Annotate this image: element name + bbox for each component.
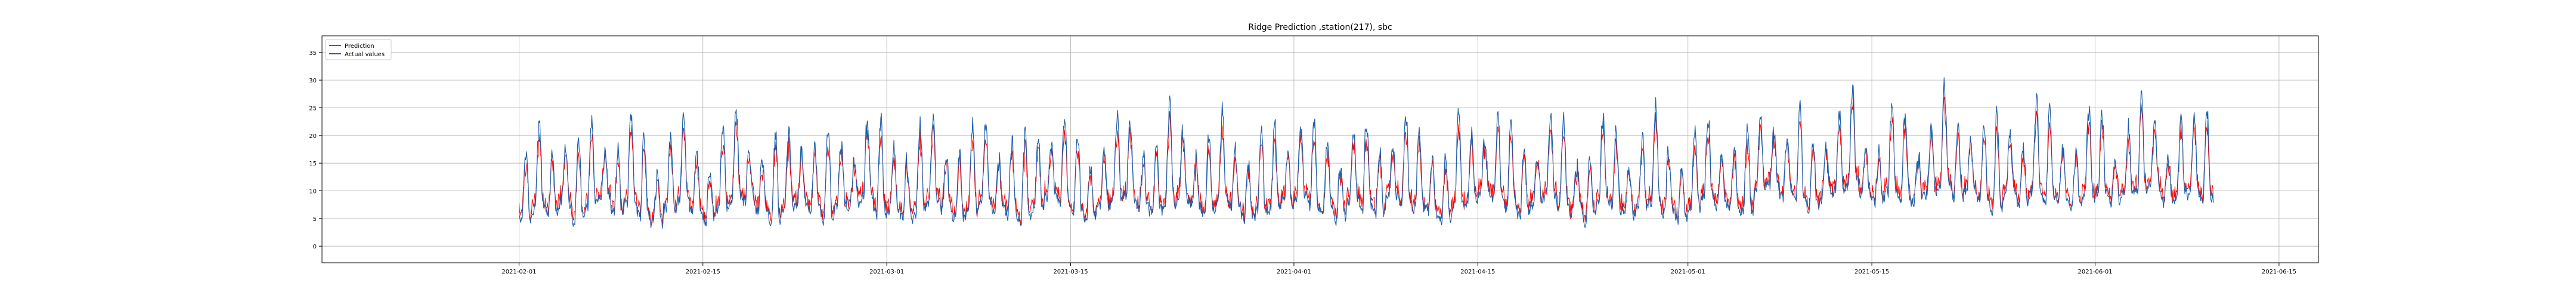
x-tick-label: 2021-05-15 [1854, 269, 1889, 275]
y-tick-label: 15 [309, 161, 317, 167]
legend-label-actual: Actual values [345, 51, 385, 58]
y-tick-label: 30 [309, 78, 317, 84]
y-tick-label: 20 [309, 133, 317, 140]
series-layer [518, 77, 2214, 229]
y-tick-label: 10 [309, 189, 317, 195]
x-tick-label: 2021-06-15 [2262, 269, 2296, 275]
legend: Prediction Actual values [325, 39, 392, 60]
plot-frame [321, 35, 2319, 263]
x-tick-label: 2021-04-15 [1460, 269, 1495, 275]
x-tick-label: 2021-03-01 [869, 269, 904, 275]
y-tick-label: 0 [313, 244, 317, 250]
x-tick-label: 2021-05-01 [1671, 269, 1705, 275]
chart-title: Ridge Prediction ,station(217), sbc [1248, 23, 1392, 32]
y-tick-label: 25 [309, 105, 317, 112]
x-tick-label: 2021-03-15 [1053, 269, 1088, 275]
x-tick-label: 2021-02-01 [501, 269, 536, 275]
x-axis: 2021-02-01 2021-02-15 2021-03-01 2021-03-15… [501, 263, 2296, 275]
x-tick-label: 2021-04-01 [1277, 269, 1311, 275]
series-line-actual [519, 77, 2214, 229]
grid-layer [322, 36, 2318, 263]
x-tick-label: 2021-06-01 [2077, 269, 2112, 275]
y-tick-label: 5 [313, 216, 317, 223]
legend-label-prediction: Prediction [345, 43, 374, 50]
y-axis: 0 5 10 15 20 25 30 35 [309, 50, 322, 250]
y-tick-label: 35 [309, 50, 317, 57]
legend-box [325, 39, 392, 60]
x-tick-label: 2021-02-15 [686, 269, 720, 275]
